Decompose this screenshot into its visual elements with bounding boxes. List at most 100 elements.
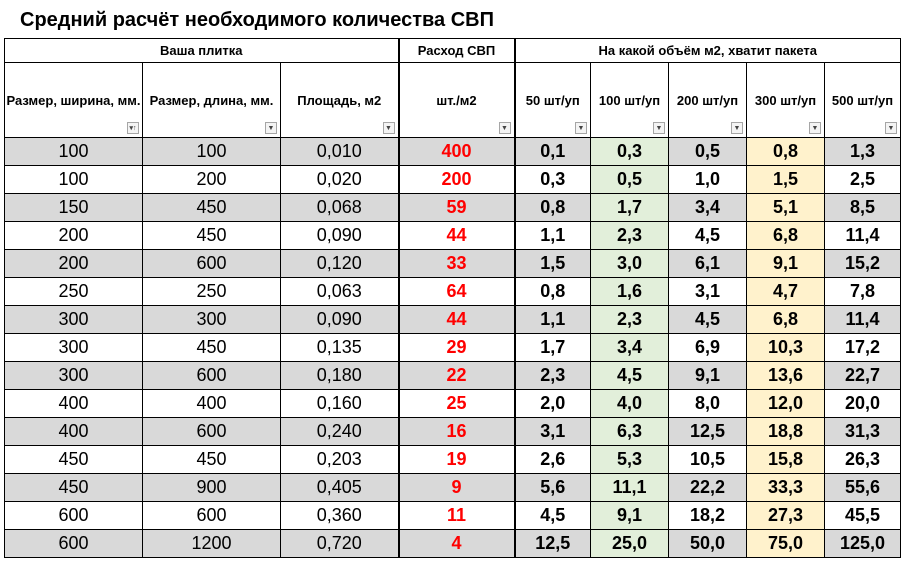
cell-area[interactable]: 0,135 bbox=[280, 333, 399, 362]
cell-length[interactable]: 400 bbox=[142, 389, 281, 418]
cell-p100[interactable]: 1,7 bbox=[590, 193, 669, 222]
cell-p200[interactable]: 12,5 bbox=[668, 417, 747, 446]
cell-p50[interactable]: 12,5 bbox=[514, 529, 591, 558]
cell-p50[interactable]: 1,1 bbox=[514, 305, 591, 334]
cell-p500[interactable]: 11,4 bbox=[824, 305, 901, 334]
filter-dropdown-icon[interactable]: ▼ bbox=[265, 122, 277, 134]
cell-p100[interactable]: 2,3 bbox=[590, 221, 669, 250]
cell-p300[interactable]: 75,0 bbox=[746, 529, 825, 558]
cell-length[interactable]: 600 bbox=[142, 501, 281, 530]
cell-per-m2[interactable]: 4 bbox=[397, 529, 516, 558]
filter-dropdown-icon[interactable]: ▼ bbox=[575, 122, 587, 134]
cell-p50[interactable]: 2,3 bbox=[514, 361, 591, 390]
cell-p300[interactable]: 0,8 bbox=[746, 137, 825, 166]
cell-p300[interactable]: 33,3 bbox=[746, 473, 825, 502]
cell-p500[interactable]: 7,8 bbox=[824, 277, 901, 306]
cell-length[interactable]: 450 bbox=[142, 221, 281, 250]
cell-area[interactable]: 0,203 bbox=[280, 445, 399, 474]
cell-p100[interactable]: 1,6 bbox=[590, 277, 669, 306]
cell-p100[interactable]: 4,0 bbox=[590, 389, 669, 418]
cell-per-m2[interactable]: 29 bbox=[397, 333, 516, 362]
cell-width[interactable]: 300 bbox=[4, 361, 143, 390]
cell-p100[interactable]: 0,5 bbox=[590, 165, 669, 194]
cell-p200[interactable]: 10,5 bbox=[668, 445, 747, 474]
cell-area[interactable]: 0,120 bbox=[280, 249, 399, 278]
cell-p200[interactable]: 1,0 bbox=[668, 165, 747, 194]
cell-p500[interactable]: 45,5 bbox=[824, 501, 901, 530]
cell-p200[interactable]: 9,1 bbox=[668, 361, 747, 390]
cell-p500[interactable]: 22,7 bbox=[824, 361, 901, 390]
cell-p500[interactable]: 17,2 bbox=[824, 333, 901, 362]
cell-p50[interactable]: 1,7 bbox=[514, 333, 591, 362]
cell-p50[interactable]: 3,1 bbox=[514, 417, 591, 446]
cell-per-m2[interactable]: 11 bbox=[397, 501, 516, 530]
cell-p200[interactable]: 8,0 bbox=[668, 389, 747, 418]
cell-p300[interactable]: 1,5 bbox=[746, 165, 825, 194]
cell-p300[interactable]: 6,8 bbox=[746, 305, 825, 334]
cell-length[interactable]: 250 bbox=[142, 277, 281, 306]
cell-width[interactable]: 200 bbox=[4, 249, 143, 278]
cell-area[interactable]: 0,180 bbox=[280, 361, 399, 390]
cell-width[interactable]: 450 bbox=[4, 473, 143, 502]
cell-p200[interactable]: 18,2 bbox=[668, 501, 747, 530]
cell-area[interactable]: 0,090 bbox=[280, 221, 399, 250]
cell-width[interactable]: 450 bbox=[4, 445, 143, 474]
cell-p50[interactable]: 0,3 bbox=[514, 165, 591, 194]
cell-p100[interactable]: 0,3 bbox=[590, 137, 669, 166]
cell-length[interactable]: 600 bbox=[142, 249, 281, 278]
cell-p500[interactable]: 2,5 bbox=[824, 165, 901, 194]
cell-p100[interactable]: 9,1 bbox=[590, 501, 669, 530]
filter-dropdown-icon[interactable]: ▼ bbox=[382, 122, 395, 134]
filter-dropdown-icon[interactable]: ▼ bbox=[731, 122, 743, 134]
cell-p500[interactable]: 20,0 bbox=[824, 389, 901, 418]
cell-length[interactable]: 200 bbox=[142, 165, 281, 194]
cell-p100[interactable]: 3,4 bbox=[590, 333, 669, 362]
filter-dropdown-icon[interactable]: ▼ bbox=[809, 122, 821, 134]
cell-per-m2[interactable]: 19 bbox=[397, 445, 516, 474]
cell-p50[interactable]: 2,0 bbox=[514, 389, 591, 418]
cell-width[interactable]: 100 bbox=[4, 165, 143, 194]
cell-p300[interactable]: 18,8 bbox=[746, 417, 825, 446]
cell-per-m2[interactable]: 64 bbox=[397, 277, 516, 306]
cell-width[interactable]: 400 bbox=[4, 417, 143, 446]
cell-p300[interactable]: 27,3 bbox=[746, 501, 825, 530]
cell-p200[interactable]: 4,5 bbox=[668, 305, 747, 334]
cell-length[interactable]: 1200 bbox=[142, 529, 281, 558]
cell-p300[interactable]: 4,7 bbox=[746, 277, 825, 306]
cell-length[interactable]: 300 bbox=[142, 305, 281, 334]
cell-area[interactable]: 0,360 bbox=[280, 501, 399, 530]
cell-per-m2[interactable]: 16 bbox=[397, 417, 516, 446]
cell-area[interactable]: 0,405 bbox=[280, 473, 399, 502]
cell-p100[interactable]: 4,5 bbox=[590, 361, 669, 390]
cell-length[interactable]: 450 bbox=[142, 193, 281, 222]
cell-per-m2[interactable]: 200 bbox=[397, 165, 516, 194]
cell-p300[interactable]: 5,1 bbox=[746, 193, 825, 222]
cell-p500[interactable]: 11,4 bbox=[824, 221, 901, 250]
cell-area[interactable]: 0,010 bbox=[280, 137, 399, 166]
cell-p200[interactable]: 6,1 bbox=[668, 249, 747, 278]
cell-length[interactable]: 450 bbox=[142, 333, 281, 362]
cell-length[interactable]: 100 bbox=[142, 137, 281, 166]
cell-per-m2[interactable]: 400 bbox=[397, 137, 516, 166]
cell-p200[interactable]: 22,2 bbox=[668, 473, 747, 502]
cell-per-m2[interactable]: 25 bbox=[397, 389, 516, 418]
cell-p500[interactable]: 26,3 bbox=[824, 445, 901, 474]
cell-p50[interactable]: 1,5 bbox=[514, 249, 591, 278]
cell-p300[interactable]: 13,6 bbox=[746, 361, 825, 390]
cell-p50[interactable]: 2,6 bbox=[514, 445, 591, 474]
cell-area[interactable]: 0,720 bbox=[280, 529, 399, 558]
cell-p300[interactable]: 15,8 bbox=[746, 445, 825, 474]
cell-per-m2[interactable]: 44 bbox=[397, 221, 516, 250]
cell-p50[interactable]: 4,5 bbox=[514, 501, 591, 530]
cell-p50[interactable]: 5,6 bbox=[514, 473, 591, 502]
cell-width[interactable]: 300 bbox=[4, 333, 143, 362]
cell-width[interactable]: 600 bbox=[4, 501, 143, 530]
cell-p100[interactable]: 3,0 bbox=[590, 249, 669, 278]
cell-p100[interactable]: 5,3 bbox=[590, 445, 669, 474]
cell-p300[interactable]: 9,1 bbox=[746, 249, 825, 278]
filter-dropdown-icon[interactable]: ▼ bbox=[498, 122, 511, 134]
cell-p50[interactable]: 0,1 bbox=[514, 137, 591, 166]
cell-width[interactable]: 400 bbox=[4, 389, 143, 418]
cell-p300[interactable]: 12,0 bbox=[746, 389, 825, 418]
cell-p100[interactable]: 25,0 bbox=[590, 529, 669, 558]
